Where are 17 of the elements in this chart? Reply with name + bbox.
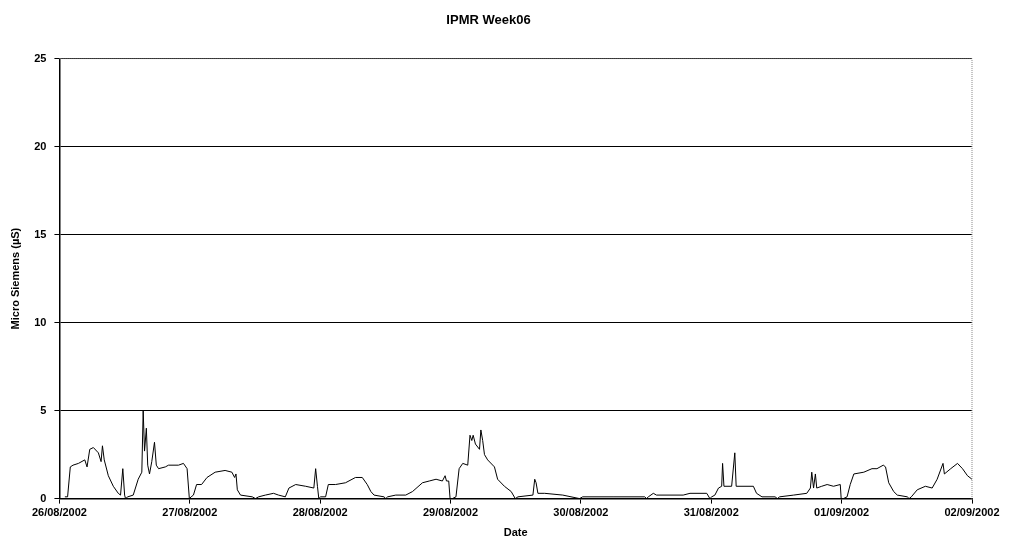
y-tick-label: 15 bbox=[34, 227, 47, 240]
x-tick-label: 27/08/2002 bbox=[162, 506, 218, 519]
y-tick-label: 20 bbox=[34, 139, 47, 152]
y-tick-label: 10 bbox=[34, 315, 47, 328]
chart-title: IPMR Week06 bbox=[446, 12, 531, 28]
y-axis-title: Micro Siemens (µS) bbox=[8, 227, 21, 330]
x-tick-label: 31/08/2002 bbox=[683, 506, 739, 519]
y-tick-label: 25 bbox=[34, 51, 47, 64]
x-tick-label: 29/08/2002 bbox=[423, 506, 479, 519]
x-tick-label: 30/08/2002 bbox=[553, 506, 609, 519]
x-tick-label: 02/09/2002 bbox=[944, 506, 1000, 519]
x-tick-label: 28/08/2002 bbox=[292, 506, 348, 519]
x-axis-title: Date bbox=[503, 526, 528, 539]
x-tick-label: 26/08/2002 bbox=[31, 506, 87, 519]
y-tick-label: 0 bbox=[40, 491, 47, 504]
y-tick-label: 5 bbox=[40, 403, 47, 416]
x-tick-label: 01/09/2002 bbox=[814, 506, 870, 519]
